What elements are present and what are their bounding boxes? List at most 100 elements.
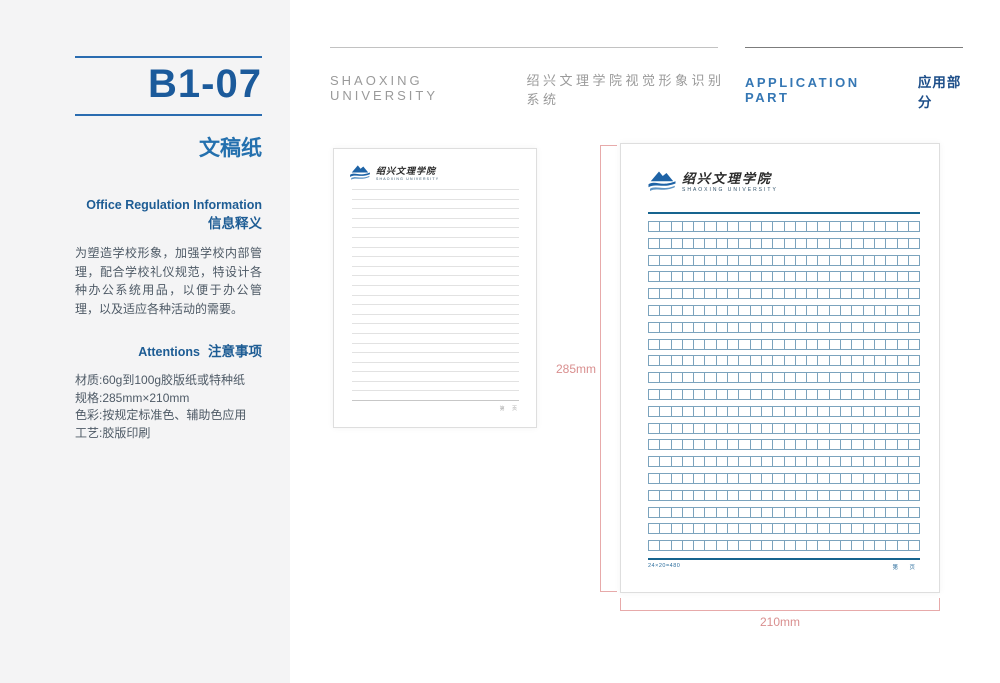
grid-cell [852,322,864,332]
grid-cell [864,373,875,383]
grid-cell [705,507,717,517]
grid-cell [660,457,672,467]
grid-cell [751,473,762,483]
grid-cell [818,389,830,399]
grid-row [648,271,920,283]
grid-cell [875,389,887,399]
grid-cell [694,356,706,366]
grid-cell [683,389,695,399]
grid-cell [683,541,695,551]
grid-cell [717,423,729,433]
grid-cell [841,389,853,399]
grid-cell [830,272,842,282]
grid-cell [694,423,706,433]
grid-cell [864,473,875,483]
grid-cell [739,339,751,349]
grid-cell [751,222,762,231]
ruled-line [352,256,519,258]
header-brand-en: SHAOXING UNIVERSITY [330,73,439,103]
grid-cell [683,406,695,416]
grid-cell [762,389,774,399]
grid-cell [705,406,717,416]
grid-cell [773,322,785,332]
letterhead-paper-mockup: 绍兴文理学院 SHAOXING UNIVERSITY 第 页 [333,148,537,428]
grid-cell [796,238,808,248]
grid-cell [683,440,695,450]
grid-cell [852,389,864,399]
grid-cell [705,423,717,433]
grid-cell [864,339,875,349]
grid-cell [739,507,751,517]
grid-cell [852,238,864,248]
page-title: 文稿纸 [199,137,262,160]
grid-cell [728,507,740,517]
grid-cell [830,389,842,399]
grid-cell [796,272,808,282]
grid-cell [672,222,683,231]
grid-cell [683,356,695,366]
grid-cell [773,356,785,366]
grid-cell [649,289,661,299]
grid-cell [909,390,919,399]
grid-cell [739,322,751,332]
grid-cell [785,473,796,483]
ruled-lines [352,189,519,402]
grid-cell [660,440,672,450]
grid-cell [875,289,887,299]
grid-cell [762,322,774,332]
grid-cell [909,524,919,533]
grid-cell [785,507,796,517]
grid-cell [773,373,785,383]
grid-cell [864,524,875,534]
height-dimension-label: 285mm [555,362,596,376]
grid-cell [852,457,864,467]
grid-cell [864,322,875,332]
grid-cell [705,440,717,450]
grid-cell [818,524,830,534]
grid-cell [705,356,717,366]
grid-cell [841,238,853,248]
logo-text: 绍兴文理学院 SHAOXING UNIVERSITY [376,164,439,181]
grid-cell [728,339,740,349]
grid-cell [773,406,785,416]
grid-cell [717,289,729,299]
grid-cell [898,440,909,450]
grid-row [648,422,920,434]
grid-cell [660,541,672,551]
grid-cell [909,373,919,382]
grid-cell [649,356,661,366]
grid-cell [830,222,842,231]
grid-cell [660,473,672,483]
grid-cell [751,423,762,433]
grid-cell [875,322,887,332]
grid-cell [852,289,864,299]
grid-cell [909,340,919,349]
grid-cell [796,541,808,551]
grid-cell [864,507,875,517]
grid-cell [762,541,774,551]
grid-cell [898,541,909,551]
grid-cell [751,541,762,551]
grid-cell [818,473,830,483]
grid-cell [717,457,729,467]
cell-count-label: 24×20=480 [648,563,681,569]
grid-cell [728,473,740,483]
grid-row [648,388,920,400]
grid-cell [875,507,887,517]
grid-cell [898,423,909,433]
grid-cell [875,222,887,231]
grid-cell [773,255,785,265]
info-heading-en: Office Regulation Information [86,198,262,212]
grid-cell [739,490,751,500]
info-heading: Office Regulation Information 信息释义 [75,198,262,232]
grid-cell [852,356,864,366]
grid-cell [785,423,796,433]
grid-cell [705,389,717,399]
grid-row [648,405,920,417]
grid-cell [807,339,819,349]
grid-cell [672,272,683,282]
grid-paper-footer: 24×20=480 第 页 [648,563,920,571]
grid-cell [807,423,819,433]
grid-cell [751,305,762,315]
grid-cell [864,423,875,433]
